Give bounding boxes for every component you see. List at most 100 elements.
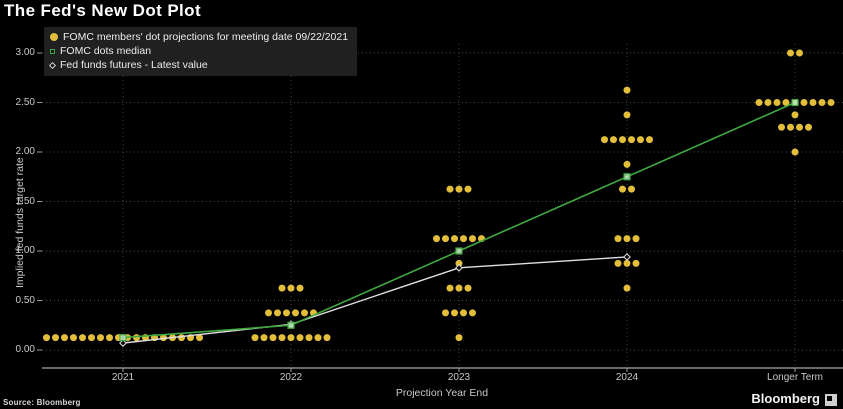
legend-item-fomc-dots: FOMC members' dot projections for meetin… [50, 30, 348, 44]
fomc-dot [70, 334, 77, 342]
futures-marker [623, 253, 631, 261]
fomc-dot [614, 235, 622, 243]
fomc-dot [623, 259, 631, 267]
fomc-dot [601, 136, 608, 144]
fomc-dot [43, 334, 50, 342]
legend-label: FOMC dots median [60, 45, 152, 57]
fomc-dot [451, 309, 458, 317]
fomc-dot [787, 49, 794, 57]
fomc-dot [133, 334, 140, 342]
fomc-dot [632, 259, 640, 267]
fomc-dot [619, 136, 626, 144]
fomc-dot [178, 334, 185, 342]
x-tick-label: 2023 [447, 372, 471, 383]
fomc-dot [619, 185, 626, 193]
fomc-dot [301, 309, 308, 317]
fomc-dot [283, 309, 290, 317]
fomc-dot [61, 334, 68, 342]
source-label: Source: Bloomberg [3, 398, 81, 407]
median-marker [455, 247, 463, 255]
median-marker [287, 321, 295, 329]
fomc-dot [287, 334, 295, 342]
fomc-dot [260, 334, 268, 342]
y-tick-label: 2.00 [15, 146, 35, 157]
fomc-dot [52, 334, 59, 342]
fomc-dot [791, 111, 799, 119]
fomc-dot [614, 259, 622, 267]
fomc-dot [88, 334, 95, 342]
futures-marker-icon [48, 61, 57, 69]
futures-marker [455, 263, 463, 272]
y-tick-label: 2.50 [15, 96, 35, 108]
fomc-dot [460, 235, 467, 243]
fomc-dot [314, 334, 322, 342]
fomc-dot [106, 334, 113, 342]
legend-item-futures: Fed funds futures - Latest value [48, 58, 348, 72]
fomc-dot [755, 99, 763, 106]
fomc-dot [296, 284, 304, 292]
fomc-dot [469, 235, 476, 243]
median-marker [791, 98, 799, 107]
fomc-dot [292, 309, 299, 317]
fomc-dot-icon [50, 33, 58, 41]
fomc-dot [623, 160, 631, 168]
fomc-dot [791, 148, 799, 156]
fomc-dot [296, 334, 304, 342]
fomc-dot [446, 185, 454, 193]
fomc-dot [323, 334, 331, 342]
fomc-dot [451, 235, 458, 243]
fomc-dot [455, 334, 463, 342]
y-tick-label: 3.00 [15, 47, 35, 58]
fomc-dot [809, 99, 817, 106]
fomc-dot [305, 334, 313, 342]
fomc-dot [764, 99, 772, 106]
fomc-dot [805, 123, 812, 131]
x-tick-label: Longer Term [767, 372, 823, 383]
fomc-dot [818, 99, 826, 106]
y-tick-label: 1.50 [15, 195, 35, 207]
fomc-dot [455, 185, 463, 193]
fomc-dot [782, 99, 790, 106]
fomc-dot [827, 99, 835, 106]
fomc-dot [97, 334, 104, 342]
fomc-dot [623, 284, 631, 292]
fomc-dot [464, 185, 472, 193]
fomc-dot [623, 111, 631, 119]
median-marker [623, 173, 631, 181]
fomc-dot [637, 136, 644, 144]
fomc-dot [773, 99, 781, 106]
fomc-dot [442, 235, 449, 243]
fomc-dot [800, 99, 808, 106]
y-tick-label: 0.50 [15, 294, 35, 306]
fomc-dot [278, 334, 286, 342]
fomc-dot [623, 235, 631, 243]
futures-marker [119, 339, 127, 347]
futures-line [122, 256, 628, 344]
fomc-dot [623, 86, 631, 94]
fomc-dot [628, 185, 635, 193]
fomc-dot [796, 123, 803, 131]
fomc-dot [646, 136, 653, 144]
fomc-dot [460, 309, 467, 317]
fomc-dot [469, 309, 476, 317]
fomc-dot [274, 309, 281, 317]
fomc-dot [464, 284, 472, 292]
fomc-dot [287, 284, 295, 292]
fomc-dot [79, 334, 86, 342]
fomc-dot [455, 259, 463, 267]
bloomberg-logo-icon [825, 394, 837, 406]
y-tick-label: 0.00 [15, 344, 35, 355]
x-tick-label: 2024 [615, 372, 639, 383]
fomc-dot [455, 284, 463, 292]
x-tick-label: 2022 [279, 372, 303, 383]
chart-title: The Fed's New Dot Plot [4, 1, 202, 20]
x-axis-title: Projection Year End [395, 387, 489, 399]
legend: FOMC members' dot projections for meetin… [44, 27, 358, 76]
fomc-dot [265, 309, 272, 317]
y-axis-title: Implied fed funds target rate [14, 157, 26, 288]
legend-label: FOMC members' dot projections for meetin… [63, 31, 349, 43]
fomc-dot [446, 284, 454, 292]
y-tick-label: 1.00 [15, 245, 35, 256]
